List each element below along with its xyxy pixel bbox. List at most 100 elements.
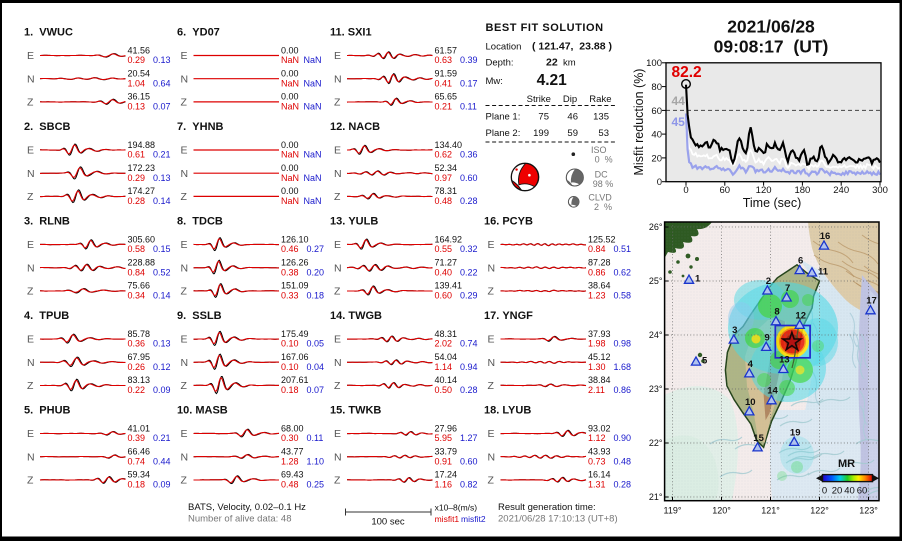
svg-text:2. SBCB: 2. SBCB xyxy=(24,121,71,133)
svg-text:60: 60 xyxy=(720,185,731,196)
svg-text:7. YHNB: 7. YHNB xyxy=(177,121,224,133)
svg-text:0.28: 0.28 xyxy=(128,196,146,206)
svg-text:1.98: 1.98 xyxy=(588,339,606,349)
svg-text:x10–8(m/s): x10–8(m/s) xyxy=(435,503,478,513)
svg-text:E: E xyxy=(334,334,341,346)
svg-text:1.10: 1.10 xyxy=(307,456,325,466)
svg-text:0.04: 0.04 xyxy=(307,362,325,372)
svg-text:E: E xyxy=(27,334,34,346)
svg-text:0.00: 0.00 xyxy=(281,45,299,55)
svg-text:NaN: NaN xyxy=(304,102,322,112)
svg-text:Z: Z xyxy=(181,380,188,392)
svg-text:43.93: 43.93 xyxy=(588,447,611,457)
svg-text:0.86: 0.86 xyxy=(588,267,606,277)
svg-text:41.01: 41.01 xyxy=(128,423,151,433)
svg-text:66.46: 66.46 xyxy=(128,447,151,457)
svg-text:Z: Z xyxy=(334,475,341,487)
svg-text:0.12: 0.12 xyxy=(153,362,171,372)
svg-text:13: 13 xyxy=(779,354,790,365)
svg-text:Z: Z xyxy=(27,97,34,109)
svg-text:5: 5 xyxy=(702,356,708,367)
svg-text:0.58: 0.58 xyxy=(614,291,632,301)
svg-text:6: 6 xyxy=(798,256,803,267)
svg-text:E: E xyxy=(27,145,34,157)
svg-text:E: E xyxy=(488,428,495,440)
svg-text:0: 0 xyxy=(683,185,688,196)
svg-text:0.60: 0.60 xyxy=(435,291,453,301)
svg-text:14. TWGB: 14. TWGB xyxy=(330,310,382,322)
svg-text:2021/06/28 17:10:13 (UT+8): 2021/06/28 17:10:13 (UT+8) xyxy=(498,514,618,525)
svg-text:NaN: NaN xyxy=(281,196,299,206)
svg-text:0.00: 0.00 xyxy=(281,140,299,150)
svg-text:7: 7 xyxy=(785,283,790,294)
svg-text:12. NACB: 12. NACB xyxy=(330,121,380,133)
svg-text:N: N xyxy=(27,73,35,85)
svg-text:1.23: 1.23 xyxy=(588,291,606,301)
svg-text:N: N xyxy=(27,168,35,180)
svg-text:20.54: 20.54 xyxy=(128,69,151,79)
svg-text:Z: Z xyxy=(181,97,188,109)
svg-text:15. TWKB: 15. TWKB xyxy=(330,405,381,417)
svg-text:87.28: 87.28 xyxy=(588,258,611,268)
svg-text:85.78: 85.78 xyxy=(128,329,151,339)
svg-text:Z: Z xyxy=(488,475,495,487)
svg-text:N: N xyxy=(488,451,496,463)
svg-text:0.11: 0.11 xyxy=(307,433,324,443)
svg-text:09:08:17 (UT): 09:08:17 (UT) xyxy=(714,36,829,56)
svg-text:0.13: 0.13 xyxy=(153,339,171,349)
svg-text:19: 19 xyxy=(790,427,801,438)
svg-text:120°: 120° xyxy=(712,506,731,516)
svg-text:BATS, Velocity, 0.02–0.1 Hz: BATS, Velocity, 0.02–0.1 Hz xyxy=(188,502,306,513)
svg-text:8. TDCB: 8. TDCB xyxy=(177,216,223,228)
svg-text:2 %: 2 % xyxy=(594,202,612,212)
svg-text:78.31: 78.31 xyxy=(435,186,458,196)
svg-text:Result generation time:: Result generation time: xyxy=(498,502,596,513)
svg-text:45.12: 45.12 xyxy=(588,352,611,362)
svg-text:1.68: 1.68 xyxy=(614,362,632,372)
svg-text:67.95: 67.95 xyxy=(128,352,151,362)
svg-text:12: 12 xyxy=(795,310,806,321)
svg-text:300: 300 xyxy=(872,185,888,196)
svg-text:BEST FIT SOLUTION: BEST FIT SOLUTION xyxy=(486,22,604,34)
svg-text:27.96: 27.96 xyxy=(435,423,458,433)
svg-text:37.93: 37.93 xyxy=(588,329,611,339)
svg-text:0.11: 0.11 xyxy=(460,102,477,112)
svg-text:180: 180 xyxy=(794,185,810,196)
svg-text:0.84: 0.84 xyxy=(128,267,146,277)
svg-text:NaN: NaN xyxy=(304,150,322,160)
svg-text:0.28: 0.28 xyxy=(460,385,478,395)
svg-text:5. PHUB: 5. PHUB xyxy=(24,405,71,417)
svg-text:83.13: 83.13 xyxy=(128,375,151,385)
svg-text:175.49: 175.49 xyxy=(281,329,309,339)
svg-text:17: 17 xyxy=(866,296,877,307)
svg-text:N: N xyxy=(27,357,35,369)
svg-text:Mw:: Mw: xyxy=(486,76,503,87)
svg-text:0.34: 0.34 xyxy=(128,291,146,301)
svg-text:Z: Z xyxy=(488,380,495,392)
svg-text:NaN: NaN xyxy=(281,55,299,65)
svg-text:0.13: 0.13 xyxy=(128,102,146,112)
svg-text:0.28: 0.28 xyxy=(614,480,632,490)
svg-text:0.52: 0.52 xyxy=(153,267,171,277)
svg-text:40: 40 xyxy=(651,130,662,141)
svg-text:0.38: 0.38 xyxy=(281,267,299,277)
svg-text:Misfit reduction (%): Misfit reduction (%) xyxy=(632,69,646,176)
svg-text:N: N xyxy=(334,168,342,180)
svg-text:0.09: 0.09 xyxy=(153,385,171,395)
svg-text:MR: MR xyxy=(838,458,855,470)
svg-text:172.23: 172.23 xyxy=(128,163,156,173)
svg-text:123°: 123° xyxy=(859,506,878,516)
svg-text:Z: Z xyxy=(181,475,188,487)
svg-text:0.10: 0.10 xyxy=(281,339,299,349)
svg-text:45: 45 xyxy=(672,115,686,129)
svg-text:1: 1 xyxy=(695,274,701,285)
svg-text:CLVD: CLVD xyxy=(588,193,612,203)
svg-text:305.60: 305.60 xyxy=(128,234,156,244)
svg-text:75.66: 75.66 xyxy=(128,281,151,291)
svg-text:151.09: 151.09 xyxy=(281,281,309,291)
svg-text:11: 11 xyxy=(818,266,829,277)
svg-text:Number of alive data: 48: Number of alive data: 48 xyxy=(188,514,292,525)
svg-text:1.04: 1.04 xyxy=(128,78,146,88)
svg-text:E: E xyxy=(334,428,341,440)
svg-text:N: N xyxy=(334,357,342,369)
